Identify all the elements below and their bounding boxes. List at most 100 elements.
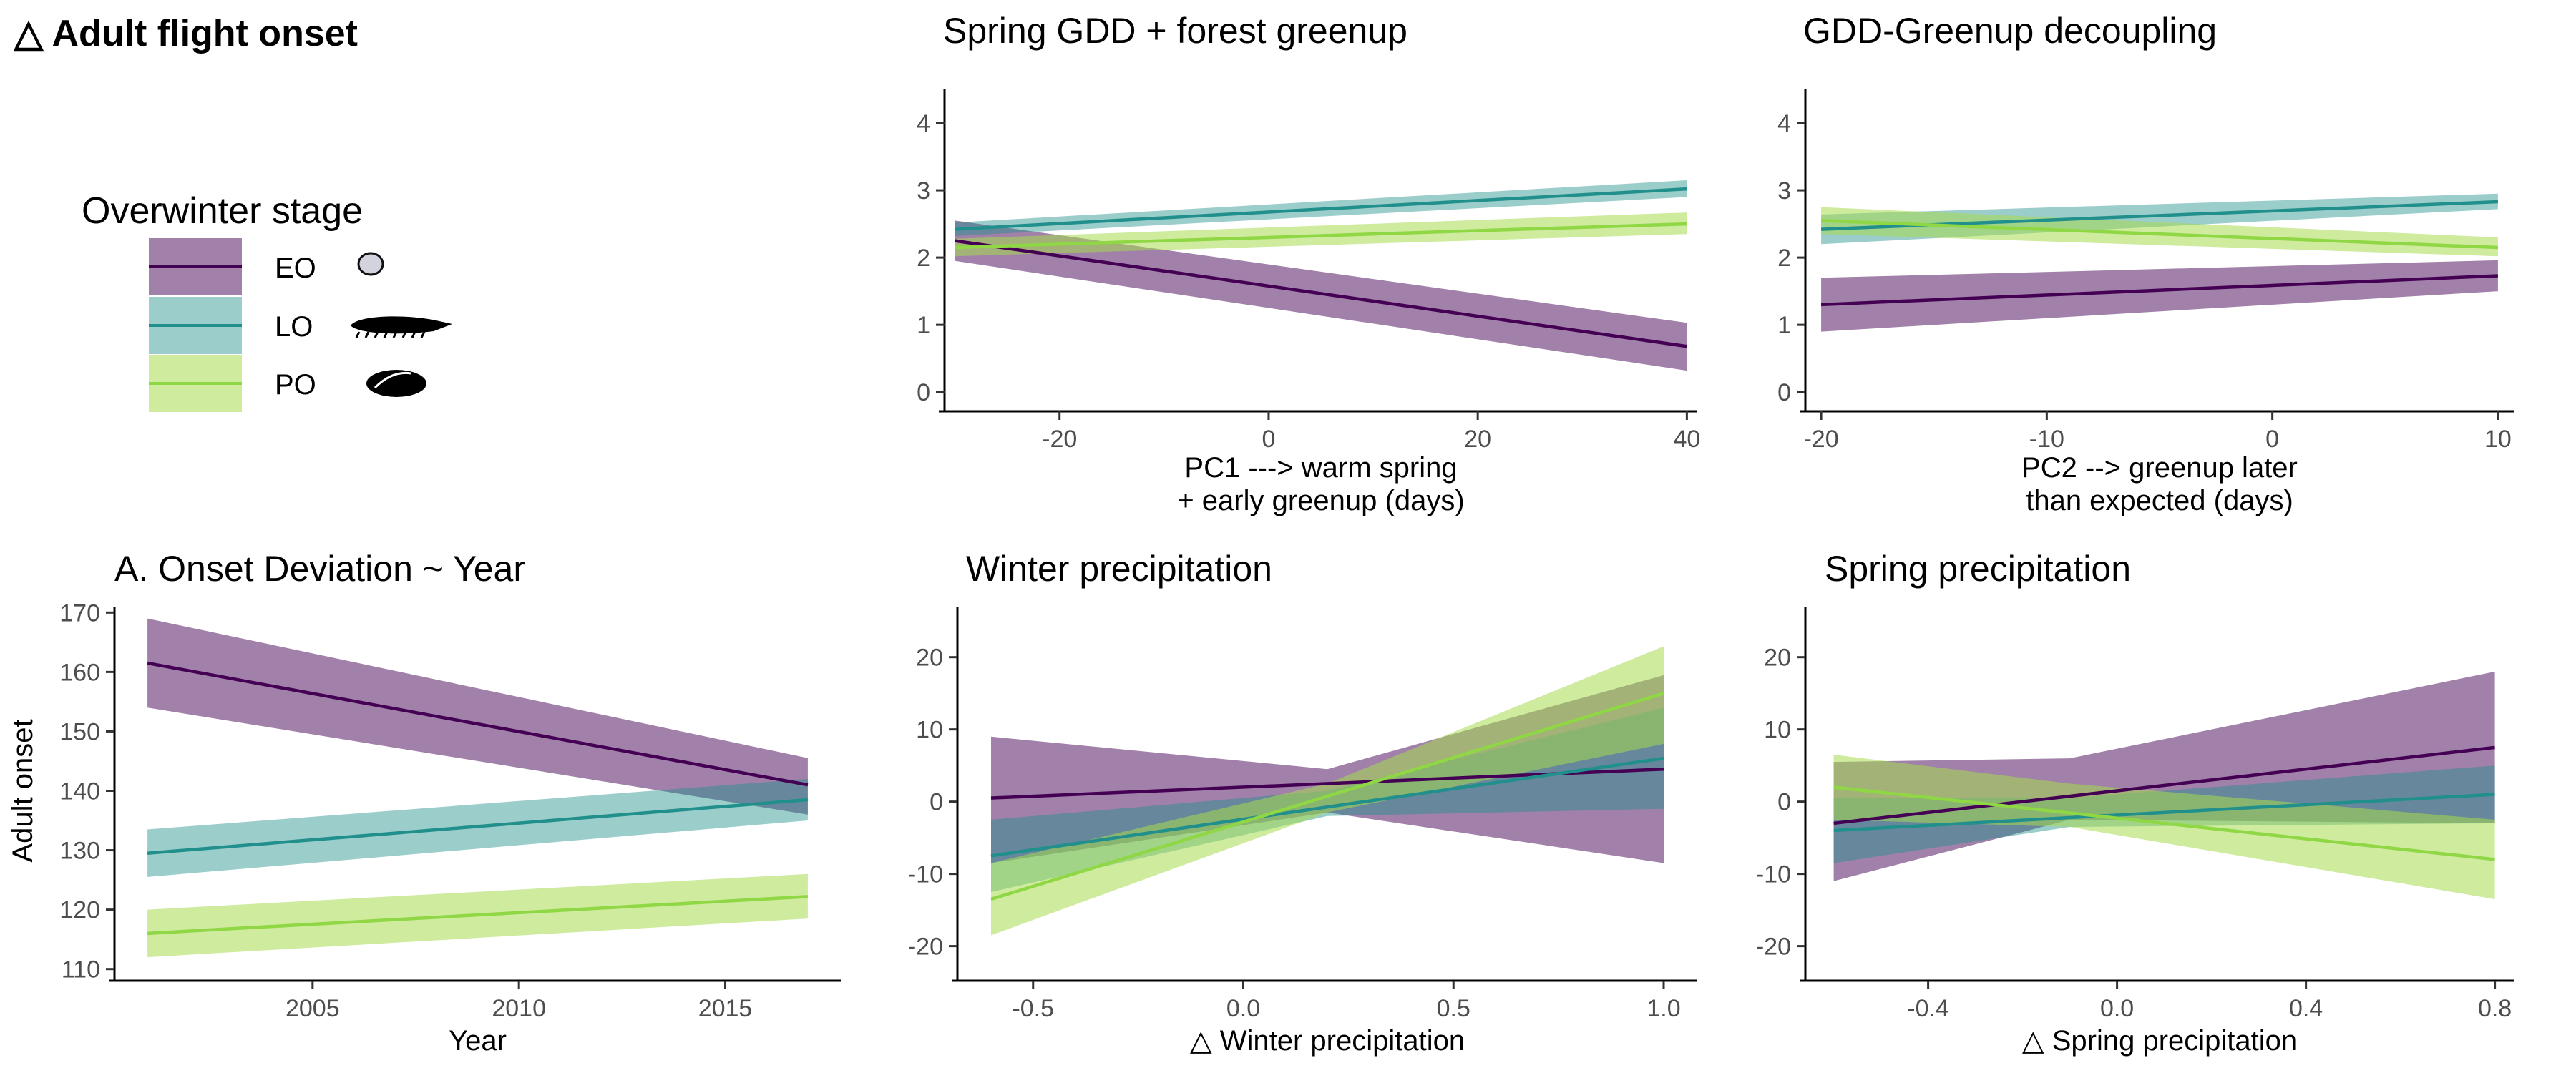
y-tick-label: 3 (1777, 177, 1791, 205)
line-lo (955, 187, 1687, 231)
y-tick-label: 130 (59, 838, 100, 865)
larva-icon (351, 316, 452, 338)
panel-title: GDD-Greenup decoupling (1803, 11, 2217, 51)
band-eo (147, 618, 808, 815)
y-tick-label: 0 (1777, 789, 1791, 816)
x-tick-label: 10 (2484, 426, 2512, 453)
x-tick-label: 2015 (698, 995, 753, 1022)
y-tick-label: 0 (930, 789, 943, 816)
y-tick-label: 110 (62, 956, 100, 984)
x-tick-label: 0.0 (1226, 995, 1260, 1022)
x-axis-label: PC2 --> greenup later than expected (days… (2021, 452, 2298, 516)
trend-lines (955, 187, 1687, 348)
line-po (955, 222, 1687, 250)
y-tick-label: 0 (917, 379, 930, 406)
y-tick-label: -20 (1756, 934, 1791, 961)
x-axis-label: △ Winter precipitation (1190, 1025, 1465, 1057)
y-tick-label: 10 (1764, 717, 1791, 744)
legend-label-lo: LO (275, 311, 313, 343)
x-axis-label: Year (449, 1025, 507, 1057)
confidence-bands (991, 646, 1664, 936)
y-tick-label: 20 (1764, 645, 1791, 672)
x-tick-label: -10 (2029, 426, 2064, 453)
confidence-bands (1833, 671, 2495, 899)
legend-item-lo: LO (149, 297, 452, 354)
legend-title: Overwinter stage (82, 190, 363, 232)
panel-title: Spring GDD + forest greenup (943, 11, 1407, 51)
line-po (147, 895, 808, 936)
legend-keys: EO LO PO (149, 238, 452, 412)
y-tick-label: 150 (59, 718, 100, 745)
x-tick-label: 20 (1464, 426, 1491, 453)
line-eo (1833, 745, 2495, 825)
panel-pc2: GDD-Greenup decoupling 0 1 2 3 4 -20 -10 0 10 PC2 … (1777, 11, 2514, 516)
x-tick-label: 40 (1673, 426, 1700, 453)
y-tick-label: 2 (917, 245, 930, 272)
band-eo (955, 220, 1687, 371)
trend-lines (1820, 200, 2499, 307)
y-tick-label: -10 (1756, 861, 1791, 888)
trend-lines (990, 692, 1664, 901)
y-tick-label: 1 (917, 312, 930, 339)
x-tick-label: -20 (1803, 426, 1838, 453)
legend-item-eo: EO (149, 238, 384, 295)
x-tick-label: -20 (1042, 426, 1077, 453)
line-eo (1820, 274, 2499, 307)
confidence-bands (1821, 193, 2498, 332)
x-tick-label: 2005 (286, 995, 340, 1022)
panel-winter: Winter precipitation -20 -10 0 10 20 -0.5 0.0 0.… (908, 549, 1697, 1057)
trend-lines (1833, 745, 2495, 861)
line-lo (1833, 793, 2495, 833)
x-tick-label: 2010 (492, 995, 546, 1022)
x-axis-label: PC1 ---> warm spring + early greenup (day… (1177, 452, 1464, 516)
line-lo (990, 756, 1664, 858)
x-tick-label: 0.8 (2478, 995, 2512, 1022)
y-tick-label: 4 (917, 110, 930, 137)
band-po (991, 646, 1664, 936)
band-po (1833, 755, 2495, 899)
legend-label-po: PO (275, 369, 316, 401)
y-axis-label: Adult onset (7, 719, 39, 862)
egg-icon (357, 252, 384, 276)
x-tick-label: 0.0 (2100, 995, 2134, 1022)
confidence-bands (147, 618, 808, 958)
line-lo (147, 798, 809, 855)
line-po (1833, 785, 2495, 861)
line-eo (147, 661, 809, 787)
panel-spring: Spring precipitation -20 -10 0 10 20 -0.4 0.0 0.… (1756, 549, 2514, 1057)
y-tick-label: 1 (1777, 312, 1791, 339)
panel-title: Spring precipitation (1825, 549, 2131, 589)
x-tick-label: 0 (2265, 426, 2279, 453)
legend: Overwinter stage EO LO PO (82, 190, 452, 412)
y-tick-label: 140 (59, 778, 100, 805)
panel-pc1: Spring GDD + forest greenup 0 1 2 3 4 -20 0 20 40… (917, 11, 1700, 516)
panel-title: A. Onset Deviation ~ Year (114, 549, 525, 589)
x-tick-label: 0.5 (1437, 995, 1470, 1022)
y-tick-label: 2 (1777, 245, 1791, 272)
x-tick-label: -0.4 (1907, 995, 1949, 1022)
band-eo (1833, 671, 2495, 881)
legend-item-po: PO (149, 355, 426, 412)
x-tick-label: 1.0 (1646, 995, 1680, 1022)
band-po (1821, 207, 2498, 257)
y-tick-label: 20 (916, 645, 943, 672)
y-tick-label: -20 (908, 934, 943, 961)
legend-label-eo: EO (275, 253, 316, 284)
x-tick-label: -0.5 (1012, 995, 1054, 1022)
y-tick-label: 170 (59, 599, 100, 627)
pupa-icon (366, 370, 426, 397)
figure-main-title: △ Adult flight onset (13, 13, 358, 54)
x-axis-label: △ Spring precipitation (2022, 1025, 2297, 1057)
y-tick-label: 120 (59, 897, 100, 924)
line-po (1820, 219, 2499, 250)
panel-title: Winter precipitation (966, 549, 1272, 589)
line-po (990, 692, 1664, 901)
band-eo (1821, 260, 2498, 332)
trend-lines (147, 661, 809, 936)
y-tick-label: 4 (1777, 110, 1791, 137)
y-tick-label: -10 (908, 861, 943, 888)
panel-year: A. Onset Deviation ~ Year 110 120 130 140 150… (7, 549, 841, 1057)
line-eo (955, 239, 1687, 348)
